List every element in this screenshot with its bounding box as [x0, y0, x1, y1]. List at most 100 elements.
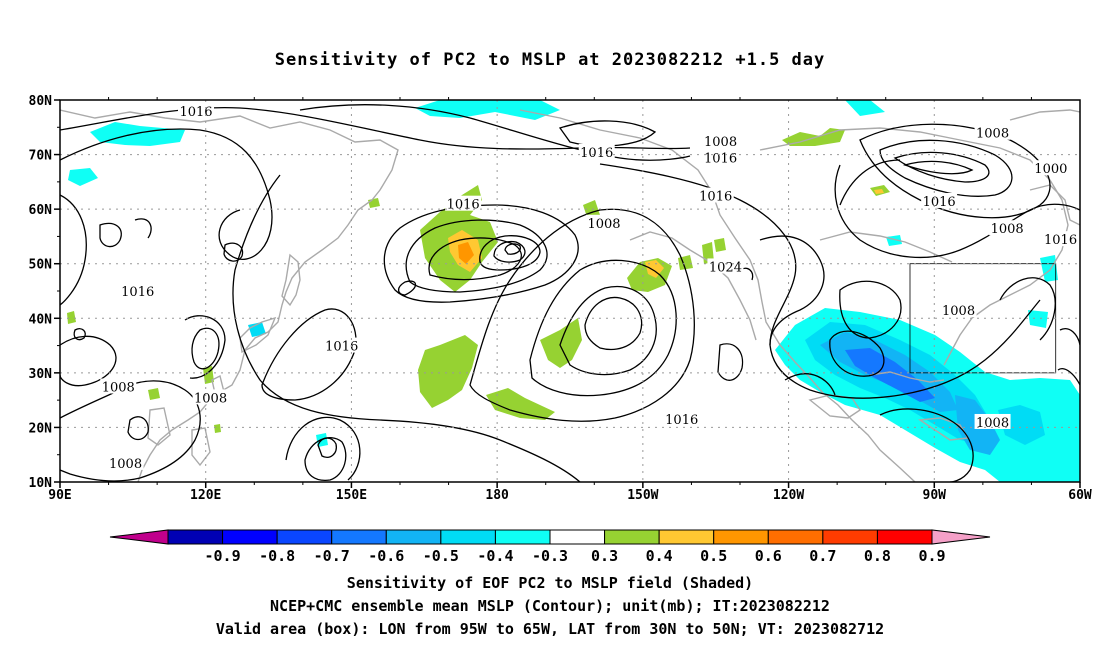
- lon-tick-label: 150W: [627, 488, 658, 503]
- isobar: [839, 159, 901, 206]
- contour-label: 1008: [976, 127, 1009, 142]
- contour-label: 1024: [709, 260, 742, 275]
- colorbar-box: [331, 529, 387, 545]
- colorbar-label: 0.9: [918, 547, 945, 565]
- isobar: [1057, 368, 1080, 386]
- isobar: [304, 437, 347, 481]
- contour-label-bg: [702, 132, 739, 148]
- shade-area: [368, 198, 380, 208]
- lon-tick-label: 120W: [773, 488, 804, 503]
- contour-label-bg: [323, 337, 360, 353]
- isobar: [558, 120, 657, 147]
- colorbar-box: [549, 529, 606, 545]
- colorbar: -0.9 -0.8 -0.7 -0.6 -0.5 -0.4 -0.3 0.3 0.4 0.5 0.6…: [109, 529, 991, 565]
- lon-tick-label: 60W: [1068, 488, 1092, 503]
- isobar: [859, 123, 1051, 219]
- isobar: [599, 163, 797, 346]
- colorbar-label: 0.8: [864, 547, 891, 565]
- colorbar-label: 0.6: [755, 547, 782, 565]
- shade-area: [1040, 255, 1058, 282]
- coastline: [1029, 184, 1080, 226]
- shade-area: [415, 100, 560, 120]
- isobar: [717, 343, 744, 381]
- lat-lon-grid: [60, 100, 1080, 482]
- isobar: [232, 174, 581, 482]
- lon-tick-label: 90W: [923, 488, 947, 503]
- colorbar-box: [658, 529, 715, 545]
- lat-tick-label: 10N: [29, 476, 53, 491]
- contour-label-bg: [921, 192, 958, 208]
- shade-area: [90, 122, 185, 146]
- isobar: [493, 240, 526, 263]
- isobar: [134, 218, 152, 239]
- shade-area: [845, 100, 885, 116]
- colorbar-box: [494, 529, 551, 545]
- contour-label: 1008: [976, 416, 1009, 431]
- colorbar-box: [276, 529, 333, 545]
- colorbar-box: [876, 529, 933, 545]
- colorbar-label: -0.6: [368, 547, 404, 565]
- contour-label-bg: [974, 124, 1011, 140]
- shade-area: [874, 189, 884, 194]
- lat-tick-label: 40N: [29, 312, 53, 327]
- isobar: [893, 151, 990, 183]
- colorbar-box: [222, 529, 278, 545]
- shade-area: [67, 311, 76, 324]
- shade-area: [714, 238, 726, 252]
- isobar: [584, 296, 643, 351]
- isobar: [223, 242, 244, 262]
- colorbar-label: -0.3: [532, 547, 568, 565]
- lat-tick-label: 60N: [29, 203, 53, 218]
- shade-area: [248, 322, 266, 337]
- isobar: [317, 437, 337, 458]
- shade-area: [1028, 310, 1048, 328]
- contour-label: 1008: [587, 217, 620, 232]
- colorbar-left-triangle: [109, 529, 169, 545]
- isobar: [529, 259, 677, 397]
- contour-label: 1016: [325, 340, 358, 355]
- contour-label: 1016: [704, 151, 737, 166]
- isobar: [504, 243, 521, 255]
- footer-line-3: Valid area (box): LON from 95W to 65W, L…: [215, 620, 885, 638]
- contour-label-bg: [107, 454, 144, 470]
- isobar: [759, 235, 1041, 399]
- colorbar-label: -0.7: [314, 547, 350, 565]
- isobar: [428, 237, 522, 281]
- isobar: [60, 194, 87, 306]
- contour-label-bg: [1032, 160, 1069, 176]
- contour-label-bg: [445, 195, 482, 211]
- isobar: [829, 330, 885, 377]
- isobar: [184, 315, 226, 379]
- colorbar-box: [440, 529, 496, 545]
- isobar: [99, 222, 122, 248]
- isobar: [285, 416, 361, 481]
- colorbar-box: [767, 529, 824, 545]
- contour-label: 1008: [991, 222, 1024, 237]
- shade-area: [68, 168, 98, 186]
- shade-area: [845, 348, 935, 402]
- contour-label-bg: [178, 102, 214, 118]
- colorbar-box: [713, 529, 769, 545]
- shade-area: [418, 335, 478, 408]
- footer-line-2: NCEP+CMC ensemble mean MSLP (Contour); u…: [270, 597, 830, 615]
- coastline: [147, 407, 171, 446]
- lat-tick-label: 50N: [29, 258, 53, 273]
- coastline: [819, 231, 953, 263]
- lat-tick-label: 80N: [29, 94, 53, 109]
- isobar: [60, 128, 273, 260]
- contour-label: 1008: [194, 391, 227, 406]
- isobar: [839, 280, 902, 339]
- shade-area: [458, 242, 474, 264]
- contour-label-bg: [940, 302, 977, 318]
- contour-label-bg: [1042, 231, 1079, 247]
- contour-label-bg: [100, 378, 137, 394]
- contour-label: 1016: [447, 198, 480, 213]
- isobar: [73, 328, 86, 341]
- contour-label: 1016: [923, 195, 956, 210]
- isobar: [479, 235, 541, 271]
- colorbar-label: 0.3: [591, 547, 618, 565]
- contour-label: 1016: [665, 413, 698, 428]
- colorbar-label: -0.8: [259, 547, 295, 565]
- map-title: Sensitivity of PC2 to MSLP at 2023082212…: [274, 50, 826, 70]
